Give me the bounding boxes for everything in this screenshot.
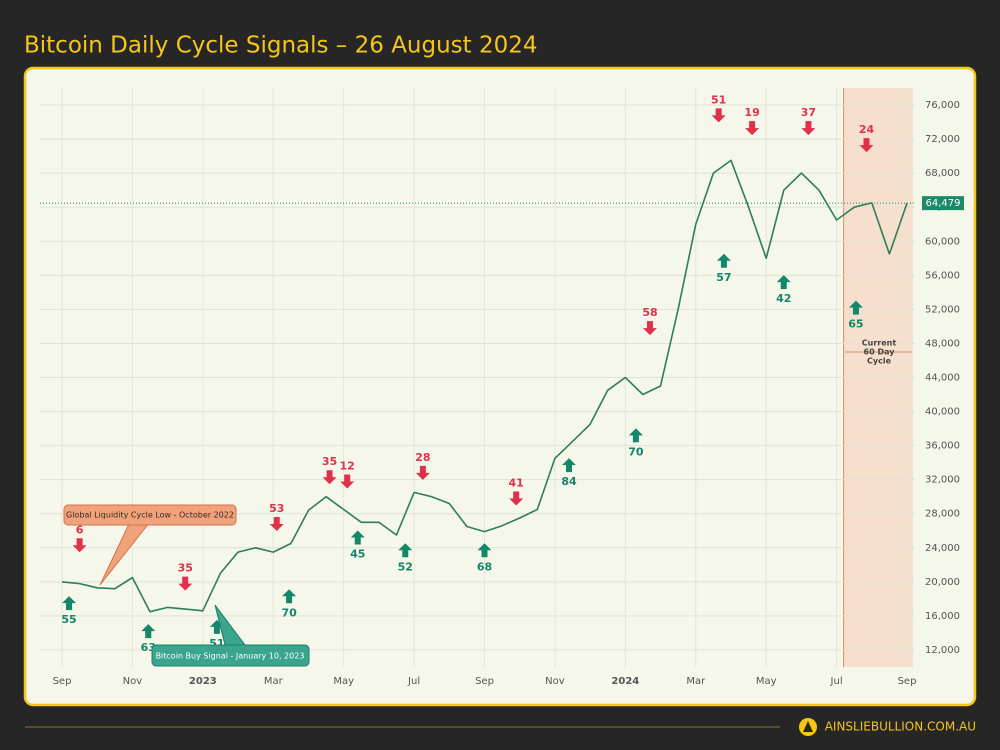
sell-label: 51 — [711, 93, 726, 106]
y-tick-label: 20,000 — [925, 577, 960, 588]
x-tick-label: Sep — [53, 676, 72, 687]
sell-label: 41 — [509, 476, 524, 489]
sell-arrow — [859, 138, 874, 153]
x-tick-label: 2023 — [189, 676, 217, 687]
y-tick-label: 12,000 — [925, 645, 960, 656]
y-tick-label: 48,000 — [925, 338, 960, 349]
x-tick-label: May — [756, 676, 777, 687]
sell-label: 28 — [415, 451, 430, 464]
sell-arrow — [72, 538, 87, 553]
buy-label: 42 — [776, 292, 791, 305]
sell-arrow — [745, 121, 760, 136]
y-tick-label: 28,000 — [925, 509, 960, 520]
x-tick-label: May — [333, 676, 354, 687]
x-tick-label: 2024 — [611, 676, 639, 687]
x-tick-label: Sep — [475, 676, 494, 687]
chart-panel — [23, 66, 977, 707]
buy-arrow — [562, 458, 576, 473]
buy-label: 70 — [281, 606, 297, 619]
buy-arrow — [141, 624, 156, 639]
sell-arrow — [415, 465, 430, 480]
sell-label: 12 — [340, 459, 355, 472]
last-price-box — [922, 196, 964, 211]
footer-brand: AINSLIEBULLION.COM.AU — [825, 720, 976, 734]
sell-label: 6 — [76, 523, 84, 536]
buy-arrow — [716, 253, 731, 268]
buy-label: 55 — [61, 613, 76, 626]
buy-arrow — [282, 589, 297, 604]
y-tick-label: 36,000 — [925, 441, 960, 452]
y-tick-label: 56,000 — [925, 270, 960, 281]
buy-arrow — [776, 275, 791, 290]
x-tick-label: Nov — [545, 676, 565, 687]
buy-arrow — [62, 596, 77, 611]
buy-label: 65 — [848, 318, 863, 331]
sell-label: 24 — [859, 123, 875, 136]
sell-label: 35 — [178, 562, 193, 575]
logo-mark — [803, 721, 813, 732]
cycle-text: Cycle — [867, 357, 892, 366]
y-tick-label: 40,000 — [925, 407, 960, 418]
liquidity-box — [63, 504, 237, 526]
sell-label: 58 — [642, 306, 657, 319]
y-tick-label: 72,000 — [925, 134, 960, 145]
y-tick-label: 16,000 — [925, 611, 960, 622]
buy-label: 84 — [561, 475, 577, 488]
last-price-label: 64,479 — [926, 198, 961, 209]
x-tick-label: Mar — [264, 676, 284, 687]
buy-label: 70 — [628, 445, 644, 458]
sell-arrow — [642, 321, 657, 336]
y-tick-label: 68,000 — [925, 168, 960, 179]
y-tick-label: 24,000 — [925, 543, 960, 554]
buy-label: 52 — [398, 560, 413, 573]
y-tick-label: 44,000 — [925, 373, 960, 384]
buy-arrow — [628, 428, 643, 443]
y-tick-label: 52,000 — [925, 304, 960, 315]
cycle-text: 60 Day — [864, 348, 896, 357]
sell-label: 19 — [744, 106, 759, 119]
sell-label: 53 — [269, 502, 284, 515]
sell-arrow — [801, 121, 816, 136]
sell-arrow — [711, 108, 726, 123]
sell-label: 35 — [322, 455, 337, 468]
buy-box — [151, 644, 310, 667]
sell-arrow — [509, 491, 524, 506]
y-tick-label: 60,000 — [925, 236, 960, 247]
cycle-text: Current — [862, 339, 897, 348]
buy-label: 57 — [716, 271, 731, 284]
y-tick-label: 32,000 — [925, 475, 960, 486]
buy-arrow — [350, 530, 365, 545]
x-tick-label: Jul — [830, 676, 843, 687]
sell-label: 37 — [801, 106, 816, 119]
price-line — [61, 159, 908, 613]
buy-arrow — [848, 300, 863, 315]
chart-title: Bitcoin Daily Cycle Signals – 26 August … — [24, 33, 538, 59]
x-tick-label: Jul — [407, 676, 420, 687]
y-tick-label: 76,000 — [925, 100, 960, 111]
sell-arrow — [322, 470, 337, 485]
buy-label: 45 — [350, 548, 365, 561]
sell-arrow — [178, 576, 193, 591]
liquidity-text: Global Liquidity Cycle Low - October 202… — [66, 511, 234, 520]
buy-arrow — [477, 543, 492, 558]
sell-arrow — [340, 474, 355, 489]
x-tick-label: Mar — [686, 676, 706, 687]
buy-label: 68 — [477, 560, 492, 573]
sell-arrow — [269, 517, 284, 532]
buy-arrow — [398, 543, 413, 558]
x-tick-label: Nov — [123, 676, 143, 687]
x-tick-label: Sep — [898, 676, 917, 687]
buy-text: Bitcoin Buy Signal - January 10, 2023 — [156, 652, 305, 661]
